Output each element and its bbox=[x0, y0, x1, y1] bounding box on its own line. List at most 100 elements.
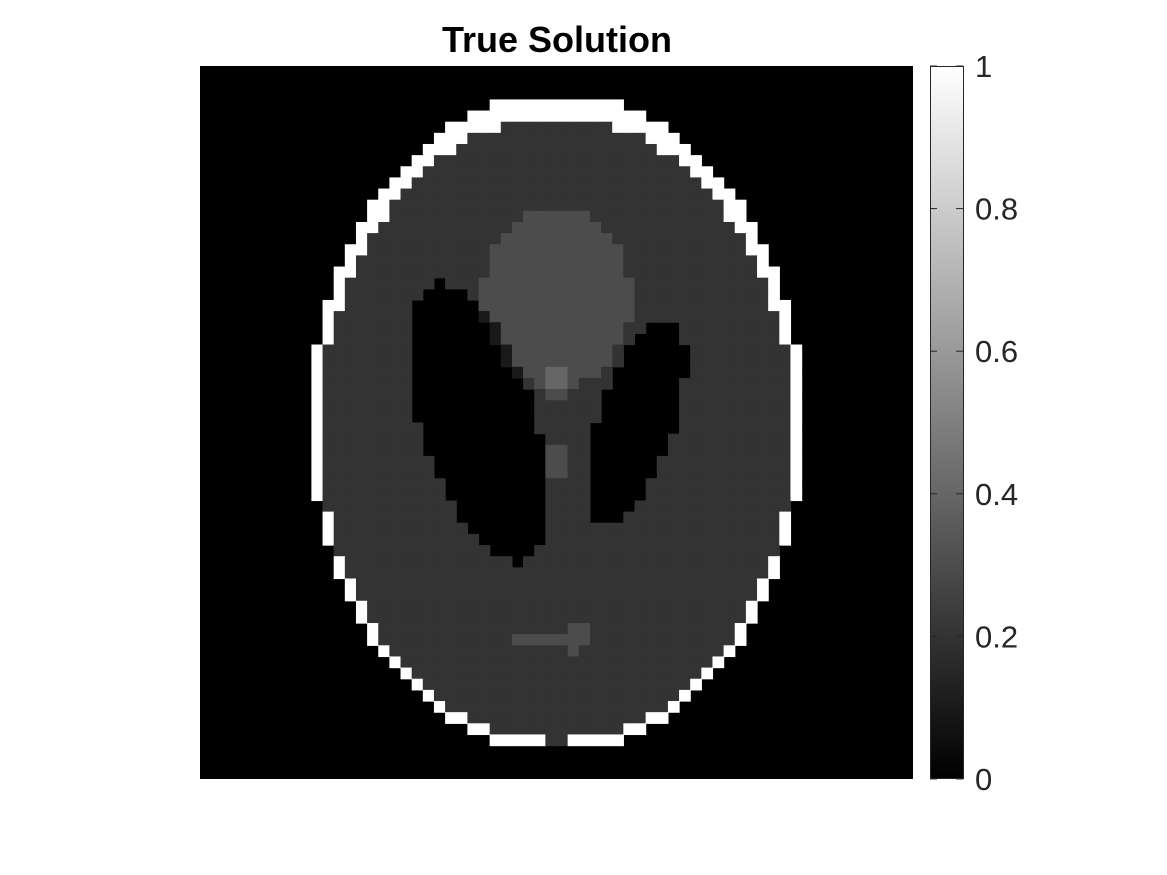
image-pixel bbox=[645, 188, 658, 201]
image-pixel bbox=[712, 411, 725, 424]
image-pixel bbox=[734, 478, 747, 490]
image-pixel bbox=[389, 210, 402, 223]
image-pixel bbox=[656, 121, 669, 134]
image-pixel bbox=[378, 567, 390, 580]
image-pixel bbox=[545, 455, 558, 468]
image-pixel bbox=[623, 667, 636, 680]
image-pixel bbox=[645, 712, 658, 724]
image-pixel bbox=[734, 556, 747, 568]
image-pixel bbox=[679, 578, 691, 591]
image-pixel bbox=[656, 199, 669, 212]
image-pixel bbox=[422, 455, 435, 468]
image-pixel bbox=[333, 389, 346, 401]
colorbar-tick-label: 0 bbox=[975, 762, 992, 797]
image-pixel bbox=[400, 478, 413, 490]
image-pixel bbox=[534, 199, 546, 212]
image-pixel bbox=[467, 611, 480, 624]
image-pixel bbox=[723, 600, 736, 613]
image-pixel bbox=[556, 299, 569, 312]
image-pixel bbox=[422, 244, 435, 256]
image-pixel bbox=[790, 422, 803, 435]
image-pixel bbox=[712, 422, 725, 435]
image-pixel bbox=[612, 723, 624, 736]
image-pixel bbox=[578, 277, 591, 290]
image-pixel bbox=[389, 333, 402, 346]
colorbar-tick-label: 1 bbox=[975, 49, 992, 84]
image-pixel bbox=[601, 199, 613, 212]
image-pixel bbox=[578, 233, 591, 245]
image-pixel bbox=[634, 255, 647, 268]
image-pixel bbox=[734, 299, 747, 312]
image-pixel bbox=[545, 389, 558, 401]
image-pixel bbox=[489, 166, 502, 179]
image-pixel bbox=[679, 400, 691, 412]
image-pixel bbox=[768, 333, 780, 346]
image-pixel bbox=[400, 411, 413, 424]
image-pixel bbox=[634, 266, 647, 279]
image-pixel bbox=[355, 545, 368, 557]
image-pixel bbox=[500, 311, 513, 323]
image-pixel bbox=[400, 389, 413, 401]
image-pixel bbox=[567, 121, 580, 134]
image-pixel bbox=[445, 623, 457, 635]
image-pixel bbox=[645, 556, 658, 568]
image-pixel bbox=[645, 132, 658, 145]
colorbar: 00.20.40.60.81 bbox=[930, 49, 1018, 797]
image-pixel bbox=[511, 611, 524, 624]
image-pixel bbox=[578, 255, 591, 268]
image-pixel bbox=[355, 344, 368, 357]
image-pixel bbox=[511, 266, 524, 279]
image-pixel bbox=[422, 689, 435, 702]
image-pixel bbox=[690, 533, 702, 546]
image-pixel bbox=[389, 500, 402, 513]
image-pixel bbox=[355, 277, 368, 290]
image-pixel bbox=[712, 478, 725, 490]
image-pixel bbox=[478, 132, 491, 145]
image-pixel bbox=[367, 322, 379, 334]
image-pixel bbox=[478, 556, 491, 568]
image-pixel bbox=[645, 311, 658, 323]
image-pixel bbox=[389, 400, 402, 412]
image-pixel bbox=[567, 734, 580, 747]
image-pixel bbox=[355, 288, 368, 301]
image-pixel bbox=[723, 389, 736, 401]
image-pixel bbox=[534, 344, 546, 357]
image-pixel bbox=[433, 155, 446, 167]
image-pixel bbox=[467, 110, 480, 123]
image-pixel bbox=[355, 511, 368, 524]
image-pixel bbox=[701, 600, 714, 613]
image-pixel bbox=[690, 299, 702, 312]
image-pixel bbox=[411, 489, 424, 502]
image-pixel bbox=[523, 110, 535, 123]
image-pixel bbox=[623, 244, 636, 256]
image-pixel bbox=[578, 634, 591, 646]
image-pixel bbox=[712, 377, 725, 390]
image-pixel bbox=[634, 233, 647, 245]
image-pixel bbox=[400, 266, 413, 279]
image-pixel bbox=[578, 299, 591, 312]
image-pixel bbox=[489, 623, 502, 635]
image-pixel bbox=[601, 266, 613, 279]
image-pixel bbox=[567, 645, 580, 658]
image-pixel bbox=[445, 656, 457, 669]
image-pixel bbox=[623, 155, 636, 167]
image-pixel bbox=[378, 489, 390, 502]
image-pixel bbox=[523, 266, 535, 279]
image-pixel bbox=[523, 355, 535, 368]
image-pixel bbox=[779, 433, 792, 446]
image-pixel bbox=[545, 143, 558, 156]
colorbar-tick-label: 0.2 bbox=[975, 619, 1018, 654]
image-pixel bbox=[523, 188, 535, 201]
image-pixel bbox=[701, 255, 714, 268]
image-pixel bbox=[567, 299, 580, 312]
image-pixel bbox=[612, 355, 624, 368]
image-pixel bbox=[567, 221, 580, 234]
image-pixel bbox=[556, 255, 569, 268]
image-pixel bbox=[745, 533, 758, 546]
image-pixel bbox=[578, 422, 591, 435]
image-pixel bbox=[667, 667, 680, 680]
image-pixel bbox=[656, 545, 669, 557]
image-pixel bbox=[422, 589, 435, 602]
image-pixel bbox=[578, 377, 591, 390]
